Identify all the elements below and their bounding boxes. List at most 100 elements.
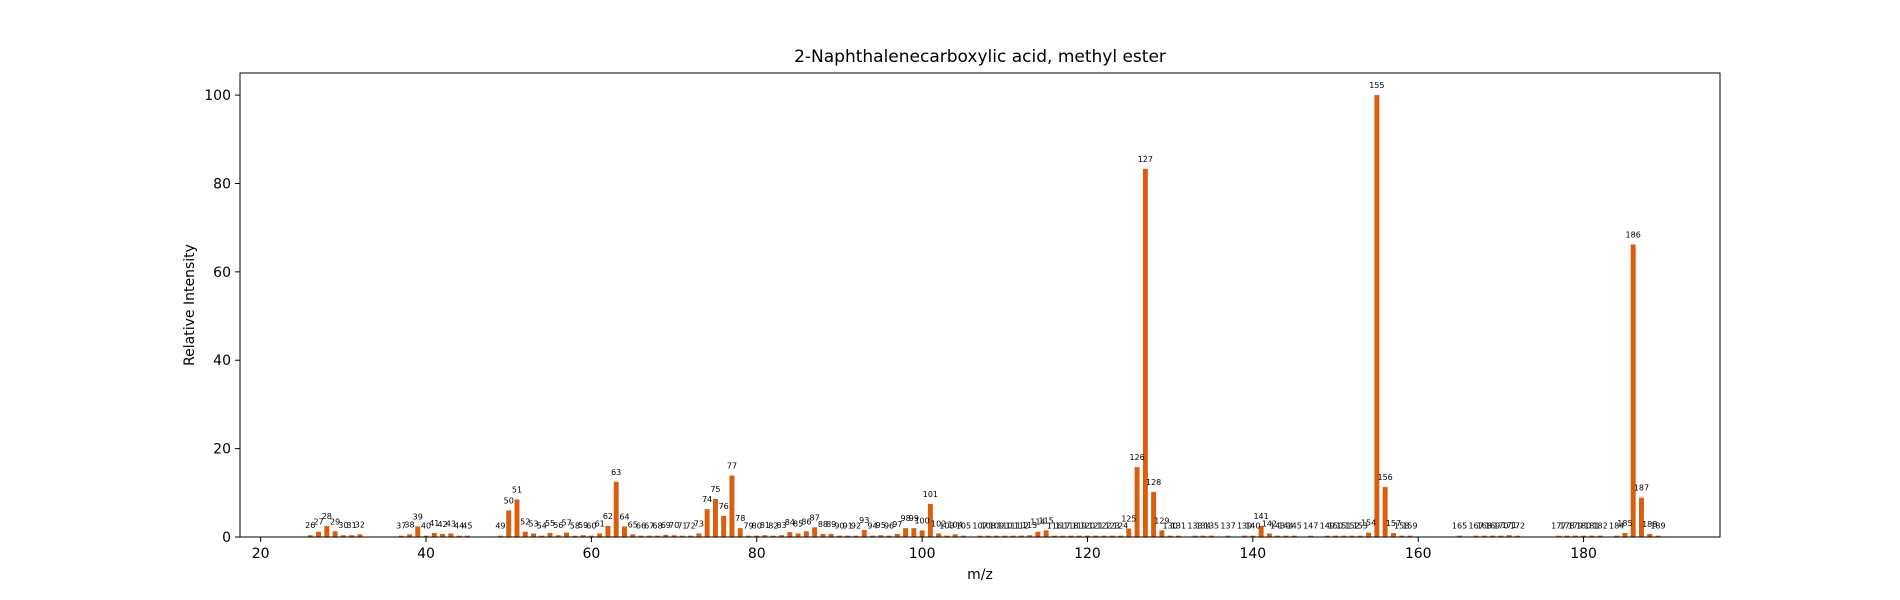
bar-label-mz-150: 150 [1328, 522, 1343, 531]
bar-mz-50 [506, 510, 512, 537]
bar-mz-133 [1192, 535, 1198, 537]
bar-mz-165 [1457, 535, 1463, 537]
bar-label-mz-80: 80 [752, 522, 762, 531]
bar-label-mz-81: 81 [760, 521, 770, 530]
bar-label-mz-70: 70 [669, 521, 679, 530]
bar-mz-72 [688, 535, 694, 537]
bar-mz-104 [952, 534, 958, 537]
bar-mz-140 [1250, 535, 1256, 537]
bar-mz-100 [919, 530, 925, 537]
bar-label-mz-62: 62 [603, 512, 613, 521]
bar-label-mz-125: 125 [1121, 515, 1136, 524]
bar-mz-31 [349, 535, 355, 537]
y-tick-label: 80 [213, 176, 231, 192]
bar-mz-49 [497, 535, 503, 537]
x-tick-label: 20 [252, 546, 270, 562]
bar-label-mz-169: 169 [1485, 522, 1500, 531]
bar-mz-188 [1647, 533, 1653, 537]
bar-label-mz-86: 86 [801, 517, 811, 526]
bar-label-mz-89: 89 [826, 520, 836, 529]
bar-label-mz-30: 30 [338, 521, 348, 530]
bar-mz-127 [1142, 168, 1148, 537]
bar-mz-96 [886, 535, 892, 537]
bar-label-mz-83: 83 [776, 521, 786, 530]
bar-mz-129 [1159, 530, 1165, 537]
bar-label-mz-134: 134 [1196, 522, 1211, 531]
bar-mz-28 [324, 525, 330, 537]
bar-label-mz-51: 51 [512, 485, 522, 494]
x-tick-label: 100 [909, 546, 936, 562]
bar-label-mz-123: 123 [1105, 522, 1120, 531]
bar-label-mz-28: 28 [322, 512, 332, 521]
bar-mz-177 [1556, 535, 1562, 537]
bar-mz-121 [1093, 535, 1099, 537]
bar-label-mz-139: 139 [1237, 522, 1252, 531]
bar-mz-155 [1374, 95, 1380, 537]
bar-label-mz-52: 52 [520, 518, 530, 527]
y-tick-label: 60 [213, 265, 231, 281]
bar-label-mz-41: 41 [429, 519, 439, 528]
bar-mz-88 [820, 533, 826, 537]
bar-mz-82 [770, 535, 776, 537]
bar-label-mz-159: 159 [1402, 522, 1417, 531]
bar-label-mz-109: 109 [989, 522, 1004, 531]
bar-mz-112 [1018, 535, 1024, 537]
bar-mz-90 [836, 535, 842, 537]
bar-label-mz-40: 40 [421, 522, 431, 531]
bar-label-mz-108: 108 [981, 522, 996, 531]
bar-mz-103 [944, 535, 950, 537]
bar-label-mz-167: 167 [1468, 522, 1483, 531]
bar-label-mz-37: 37 [396, 522, 406, 531]
bar-label-mz-111: 111 [1005, 522, 1020, 531]
bar-mz-39 [415, 526, 421, 537]
bar-mz-149 [1324, 535, 1330, 537]
bar-label-mz-158: 158 [1394, 522, 1409, 531]
bar-label-mz-69: 69 [661, 521, 671, 530]
bar-mz-137 [1225, 535, 1231, 537]
bar-label-mz-74: 74 [702, 495, 712, 504]
chart-title: 2-Naphthalenecarboxylic acid, methyl est… [794, 47, 1166, 67]
bar-label-mz-63: 63 [611, 468, 621, 477]
bar-label-mz-115: 115 [1039, 516, 1054, 525]
bar-label-mz-102: 102 [931, 519, 946, 528]
bar-label-mz-60: 60 [586, 522, 596, 531]
bar-mz-89 [828, 533, 834, 537]
bar-label-mz-98: 98 [900, 514, 910, 523]
bar-mz-124 [1118, 535, 1124, 537]
bar-label-mz-77: 77 [727, 462, 737, 471]
bar-label-mz-45: 45 [462, 522, 472, 531]
bar-mz-27 [316, 531, 322, 537]
bar-mz-43 [448, 533, 454, 537]
bar-mz-74 [704, 509, 710, 537]
bar-mz-151 [1341, 535, 1347, 537]
bar-mz-26 [307, 535, 313, 537]
bar-label-mz-31: 31 [347, 521, 357, 530]
bar-mz-185 [1622, 533, 1628, 537]
bar-label-mz-101: 101 [923, 490, 938, 499]
bar-label-mz-44: 44 [454, 522, 464, 531]
bar-mz-83 [779, 535, 785, 537]
bar-mz-77 [729, 475, 735, 537]
bar-label-mz-95: 95 [876, 521, 886, 530]
bar-label-mz-135: 135 [1204, 522, 1219, 531]
bar-label-mz-130: 130 [1163, 522, 1178, 531]
bar-label-mz-118: 118 [1063, 522, 1078, 531]
bar-mz-84 [787, 532, 793, 537]
bar-mz-61 [597, 533, 603, 537]
bar-mz-79 [746, 535, 751, 537]
bar-label-mz-105: 105 [956, 522, 971, 531]
bar-mz-147 [1308, 535, 1314, 537]
bar-mz-105 [960, 535, 966, 537]
bar-mz-170 [1498, 535, 1504, 537]
bar-mz-130 [1167, 535, 1173, 537]
bar-mz-44 [456, 535, 462, 537]
bar-label-mz-87: 87 [810, 513, 820, 522]
bar-mz-144 [1283, 535, 1289, 537]
bar-mz-51 [514, 499, 520, 537]
bar-label-mz-85: 85 [793, 519, 803, 528]
bar-label-mz-65: 65 [628, 520, 638, 529]
bar-label-mz-50: 50 [504, 496, 514, 505]
bar-label-mz-73: 73 [694, 519, 704, 528]
bar-mz-45 [464, 535, 470, 537]
